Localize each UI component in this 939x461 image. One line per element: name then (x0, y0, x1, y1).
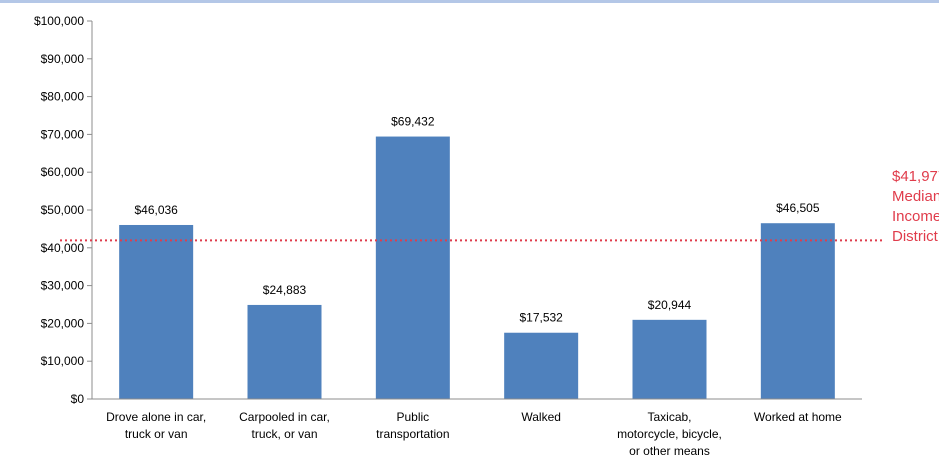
bar (375, 136, 450, 399)
y-tick-label: $100,000 (34, 14, 84, 28)
median-reference: $41,977MedianIncome inDistrict (60, 168, 939, 245)
x-tick-label: Carpooled in car, truck, or van (239, 410, 330, 441)
x-tick-label: Taxicab, motorcycle, bicycle, or other mea… (617, 410, 722, 458)
bars: $46,036 $24,883 $69,432 $17,532 $20,944 $46,5… (119, 115, 835, 399)
bar-value-label: $46,036 (134, 203, 178, 217)
y-tick-label: $50,000 (41, 203, 85, 217)
bar (247, 304, 322, 399)
top-rule (0, 0, 939, 3)
y-tick-label: $80,000 (41, 90, 85, 104)
y-tick-label: $70,000 (41, 127, 85, 141)
x-axis: Drove alone in car, truck or van Carpooled… (92, 398, 862, 458)
y-tick-label: $0 (71, 392, 85, 406)
bar (504, 332, 579, 399)
y-tick-label: $10,000 (41, 354, 85, 368)
bar-value-label: $17,532 (519, 311, 563, 325)
bar (632, 319, 707, 399)
y-tick-label: $40,000 (41, 241, 85, 255)
x-tick-label: Drove alone in car, truck or van (106, 410, 206, 441)
bar-value-label: $46,505 (776, 201, 820, 215)
y-tick-label: $30,000 (41, 279, 85, 293)
bar-value-label: $69,432 (391, 115, 435, 129)
bar-value-label: $24,883 (263, 283, 307, 297)
median-reference-label: $41,977MedianIncome inDistrict (892, 168, 939, 245)
bar-value-label: $20,944 (648, 298, 692, 312)
x-tick-label: Public transportation (376, 410, 449, 441)
y-axis: $0 $10,000 $20,000 $30,000 $40,000 $50,000 $60… (34, 14, 93, 406)
y-tick-label: $20,000 (41, 316, 85, 330)
bar (760, 223, 835, 399)
y-tick-label: $90,000 (41, 52, 85, 66)
x-tick-label: Worked at home (754, 410, 842, 424)
y-tick-label: $60,000 (41, 165, 85, 179)
x-tick-label: Walked (521, 410, 561, 424)
bar (119, 224, 194, 399)
